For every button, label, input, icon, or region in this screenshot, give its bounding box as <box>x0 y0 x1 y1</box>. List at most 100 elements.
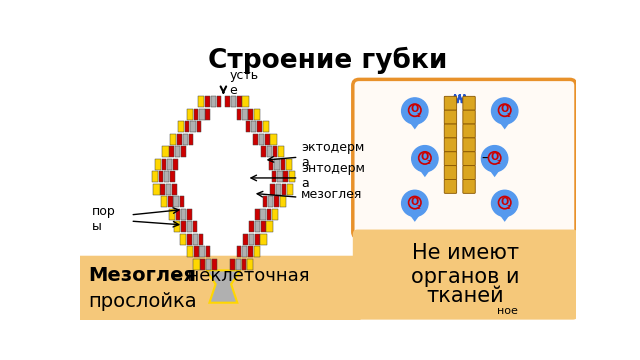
Bar <box>161 184 165 195</box>
Bar <box>181 208 186 220</box>
Bar <box>205 109 210 120</box>
Bar <box>260 234 267 245</box>
Bar <box>187 109 193 120</box>
Text: ₂: ₂ <box>417 202 420 211</box>
Text: усть
е: усть е <box>230 69 259 97</box>
Text: ₂: ₂ <box>497 157 500 166</box>
Bar <box>161 196 167 207</box>
Bar <box>168 196 173 207</box>
Bar <box>257 121 262 132</box>
Bar <box>200 258 205 270</box>
Bar <box>181 221 186 232</box>
Bar <box>168 208 175 220</box>
Bar <box>166 184 171 195</box>
Bar <box>250 221 254 232</box>
Text: пор
ы: пор ы <box>92 205 115 233</box>
Bar <box>174 221 180 232</box>
Bar <box>190 121 196 132</box>
Bar <box>193 221 197 232</box>
FancyBboxPatch shape <box>77 256 360 324</box>
Text: ₂: ₂ <box>507 202 511 211</box>
Text: O: O <box>411 197 419 207</box>
Bar <box>243 234 248 245</box>
FancyBboxPatch shape <box>463 166 476 180</box>
Bar <box>262 196 267 207</box>
Bar <box>267 208 271 220</box>
Bar <box>262 121 269 132</box>
Text: энтодерм
а: энтодерм а <box>301 162 365 190</box>
Bar <box>253 134 258 145</box>
Bar <box>248 109 253 120</box>
Bar <box>289 171 295 182</box>
Bar <box>230 258 235 270</box>
Bar <box>242 109 248 120</box>
FancyBboxPatch shape <box>353 80 576 238</box>
Bar <box>254 109 260 120</box>
Bar <box>272 208 278 220</box>
FancyBboxPatch shape <box>463 124 476 138</box>
Bar <box>268 196 273 207</box>
Bar <box>178 121 184 132</box>
Circle shape <box>402 190 428 216</box>
Bar <box>211 96 216 107</box>
Bar <box>251 121 257 132</box>
Text: ное: ное <box>497 306 518 316</box>
Text: –: – <box>481 152 488 166</box>
Bar <box>185 121 189 132</box>
Circle shape <box>481 145 508 172</box>
Bar <box>175 208 180 220</box>
Polygon shape <box>488 169 501 177</box>
Bar <box>152 171 158 182</box>
Bar <box>212 258 216 270</box>
Bar <box>200 246 205 257</box>
Bar <box>173 159 178 170</box>
Bar <box>243 96 248 107</box>
Bar <box>162 159 166 170</box>
Bar <box>172 184 177 195</box>
Bar <box>269 159 273 170</box>
Polygon shape <box>408 213 421 222</box>
Text: Строение губки: Строение губки <box>208 46 448 74</box>
Bar <box>273 146 277 157</box>
Bar <box>159 171 163 182</box>
Text: прослойка: прослойка <box>88 292 196 311</box>
Polygon shape <box>419 169 431 177</box>
Bar <box>280 196 285 207</box>
Bar <box>261 146 266 157</box>
Bar <box>248 246 253 257</box>
Bar <box>193 234 198 245</box>
Bar <box>277 171 283 182</box>
Text: тканей: тканей <box>426 286 504 306</box>
Bar <box>193 258 200 270</box>
Text: ₂: ₂ <box>417 109 420 118</box>
Bar <box>155 159 161 170</box>
Bar <box>205 246 210 257</box>
Text: Мезоглея: Мезоглея <box>88 266 196 285</box>
FancyBboxPatch shape <box>353 230 577 320</box>
Bar <box>164 171 170 182</box>
Text: ₂: ₂ <box>427 157 431 166</box>
Bar <box>225 96 230 107</box>
Bar <box>217 96 221 107</box>
Bar <box>175 146 180 157</box>
Text: – неклеточная: – неклеточная <box>167 267 309 285</box>
Bar <box>237 109 241 120</box>
Circle shape <box>402 98 428 124</box>
Bar <box>170 134 176 145</box>
Circle shape <box>492 190 518 216</box>
Bar <box>237 246 241 257</box>
Bar <box>253 246 260 257</box>
Bar <box>206 258 211 270</box>
Bar <box>249 234 254 245</box>
Text: O: O <box>500 197 509 207</box>
FancyBboxPatch shape <box>463 138 476 152</box>
Bar <box>265 134 269 145</box>
Bar <box>286 159 292 170</box>
Bar <box>177 134 182 145</box>
Bar <box>182 134 188 145</box>
FancyBboxPatch shape <box>463 180 476 193</box>
Bar <box>187 234 192 245</box>
Bar <box>284 171 288 182</box>
Bar <box>278 146 284 157</box>
FancyBboxPatch shape <box>444 166 457 180</box>
